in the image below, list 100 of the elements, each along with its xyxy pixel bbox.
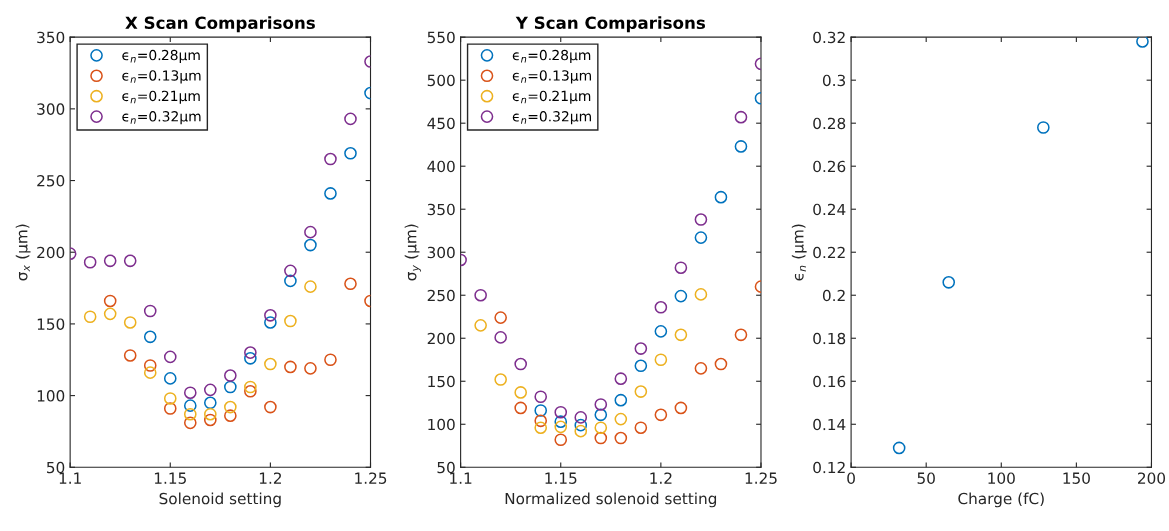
point bbox=[123, 349, 137, 362]
legend-label: ϵ$_{n}$=0.13μm bbox=[122, 70, 201, 84]
point bbox=[534, 390, 548, 404]
point bbox=[574, 418, 588, 432]
y-tick-label: 250 bbox=[37, 175, 65, 187]
y-tick-label: 0.2 bbox=[822, 289, 845, 302]
point bbox=[674, 289, 688, 303]
point bbox=[183, 399, 197, 412]
point bbox=[514, 401, 528, 415]
point bbox=[674, 261, 688, 275]
point bbox=[734, 110, 748, 124]
point bbox=[103, 254, 117, 268]
point bbox=[1037, 121, 1050, 134]
x-tick-label: 1.2 bbox=[650, 472, 672, 484]
point bbox=[514, 386, 528, 399]
point bbox=[103, 294, 117, 308]
x-tick-label: 0 bbox=[847, 472, 855, 484]
legend-label: ϵ$_{n}$=0.13μm bbox=[512, 70, 591, 84]
x-tick-label: 100 bbox=[988, 472, 1015, 484]
y-tick-label: 300 bbox=[37, 103, 65, 115]
point bbox=[324, 187, 337, 200]
x-tick-label: 1.25 bbox=[745, 472, 777, 484]
point bbox=[594, 431, 608, 445]
y-tick-label: 50 bbox=[47, 461, 65, 474]
point bbox=[143, 366, 157, 379]
y-axis-title: σ$_{y}$ (μm) bbox=[404, 224, 422, 281]
point bbox=[284, 274, 297, 288]
point bbox=[163, 350, 177, 364]
point bbox=[674, 328, 688, 342]
x-tick-label: 150 bbox=[1063, 472, 1090, 484]
y-tick-label: 0.26 bbox=[813, 160, 846, 173]
y-tick-label: 0.12 bbox=[813, 461, 845, 474]
point bbox=[224, 369, 237, 382]
x-axis-title: Charge (fC) bbox=[958, 492, 1044, 508]
y-tick-label: 350 bbox=[37, 31, 65, 44]
point bbox=[634, 342, 648, 355]
x-tick-label: 1.1 bbox=[59, 472, 81, 484]
point bbox=[614, 372, 628, 385]
point bbox=[163, 402, 177, 415]
point bbox=[304, 280, 317, 293]
point bbox=[494, 331, 507, 344]
point bbox=[534, 421, 548, 435]
point bbox=[264, 357, 277, 371]
point bbox=[694, 288, 708, 301]
y-tick-label: 0.28 bbox=[813, 117, 846, 130]
y-tick-label: 0.14 bbox=[813, 418, 846, 431]
point bbox=[574, 411, 588, 424]
point bbox=[183, 386, 197, 400]
point bbox=[143, 304, 157, 318]
point bbox=[534, 414, 548, 428]
point bbox=[734, 140, 748, 153]
y-tick-label: 450 bbox=[427, 117, 455, 130]
point bbox=[594, 398, 608, 411]
point bbox=[534, 404, 548, 417]
point bbox=[143, 330, 157, 344]
y-tick-label: 400 bbox=[427, 160, 455, 173]
point bbox=[734, 328, 748, 342]
point bbox=[634, 385, 648, 398]
point bbox=[284, 314, 297, 328]
y-tick-label: 0.18 bbox=[813, 332, 846, 345]
point bbox=[224, 400, 237, 414]
point bbox=[634, 359, 648, 373]
point bbox=[344, 146, 357, 160]
point bbox=[264, 316, 277, 329]
point bbox=[163, 392, 177, 405]
point bbox=[494, 311, 507, 324]
legend-label: ϵ$_{n}$=0.28μm bbox=[122, 49, 200, 63]
x-tick-label: 50 bbox=[917, 472, 935, 484]
x-tick-label: 1.1 bbox=[450, 472, 472, 484]
point bbox=[942, 276, 956, 289]
y-tick-label: 150 bbox=[428, 375, 455, 388]
x-tick-label: 1.15 bbox=[154, 472, 186, 484]
legend-label: ϵ$_{n}$=0.28μm bbox=[512, 49, 591, 63]
y-axis-title: ϵ$_{n}$ (μm) bbox=[791, 224, 807, 281]
point bbox=[594, 421, 608, 435]
point bbox=[474, 319, 487, 332]
point bbox=[244, 380, 257, 394]
point bbox=[614, 393, 628, 407]
point bbox=[103, 307, 117, 321]
y-tick-label: 550 bbox=[427, 31, 455, 44]
point bbox=[224, 380, 237, 394]
legend-label: ϵ$_{n}$=0.32μm bbox=[512, 111, 591, 125]
point bbox=[654, 325, 668, 338]
point bbox=[143, 359, 157, 372]
x-axis-title: Normalized solenoid setting bbox=[505, 492, 717, 508]
point bbox=[344, 112, 357, 126]
point bbox=[554, 433, 568, 447]
point bbox=[264, 308, 277, 322]
point bbox=[304, 362, 317, 375]
point bbox=[163, 372, 177, 385]
point bbox=[634, 421, 648, 435]
point bbox=[83, 255, 97, 269]
point bbox=[554, 420, 568, 434]
point bbox=[594, 408, 608, 422]
point bbox=[714, 357, 728, 371]
point bbox=[264, 400, 277, 414]
point bbox=[244, 384, 257, 398]
point bbox=[654, 408, 668, 422]
y-tick-label: 0.3 bbox=[822, 74, 846, 87]
point bbox=[203, 383, 217, 397]
